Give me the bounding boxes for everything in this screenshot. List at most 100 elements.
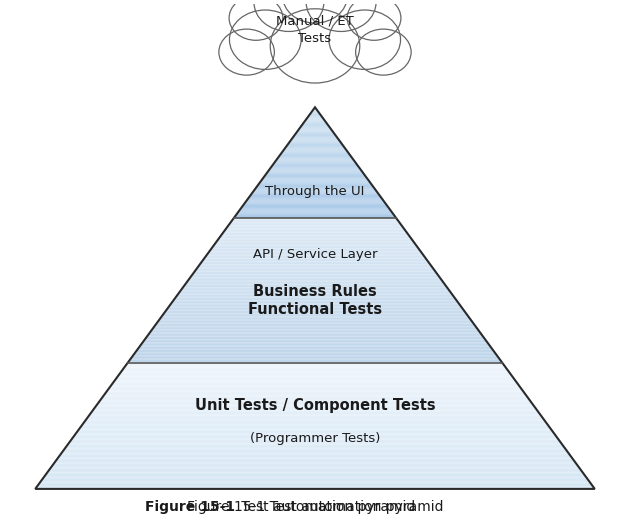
Polygon shape [122,370,508,372]
Polygon shape [73,436,557,437]
Polygon shape [246,200,384,202]
Polygon shape [268,170,362,171]
Polygon shape [118,374,512,375]
Polygon shape [192,275,438,276]
Polygon shape [75,433,555,434]
Circle shape [283,0,347,23]
Polygon shape [238,212,392,213]
Text: Unit Tests / Component Tests: Unit Tests / Component Tests [195,398,435,412]
Polygon shape [251,194,379,195]
Polygon shape [102,397,528,398]
Polygon shape [42,479,588,480]
Polygon shape [182,288,448,289]
Polygon shape [296,132,334,133]
Polygon shape [134,353,496,354]
Polygon shape [79,428,551,430]
Text: API / Service Layer: API / Service Layer [253,248,377,261]
Polygon shape [154,325,476,326]
Polygon shape [76,432,554,433]
Polygon shape [226,228,404,230]
Polygon shape [281,153,349,154]
Text: Figure 15-1: Figure 15-1 [146,500,236,514]
Polygon shape [127,363,503,364]
Polygon shape [295,134,335,135]
Polygon shape [142,341,488,342]
Polygon shape [62,451,568,452]
Polygon shape [67,445,563,446]
Polygon shape [36,486,594,488]
Polygon shape [35,488,595,489]
Polygon shape [293,136,337,137]
Polygon shape [218,238,412,240]
Polygon shape [270,168,360,169]
Text: Figure 15-1 Test automation pyramid: Figure 15-1 Test automation pyramid [186,500,444,514]
Polygon shape [303,123,327,124]
Polygon shape [209,252,421,253]
Polygon shape [307,117,323,118]
Polygon shape [247,199,383,200]
Polygon shape [71,440,559,441]
Polygon shape [229,223,401,224]
Polygon shape [290,139,340,140]
Polygon shape [156,324,474,325]
Polygon shape [145,338,485,340]
Polygon shape [223,231,407,233]
Polygon shape [106,391,524,393]
Polygon shape [176,294,454,296]
Polygon shape [128,361,502,363]
Polygon shape [176,296,454,298]
Polygon shape [292,137,338,138]
Polygon shape [151,330,479,331]
Polygon shape [118,375,512,376]
Polygon shape [197,267,433,269]
Polygon shape [282,150,348,151]
Polygon shape [54,462,576,464]
Polygon shape [57,458,573,460]
Polygon shape [136,350,494,351]
Polygon shape [110,385,520,387]
Polygon shape [294,135,336,136]
Polygon shape [251,193,379,194]
Polygon shape [91,412,539,413]
Polygon shape [301,125,329,126]
Polygon shape [250,195,380,196]
Polygon shape [60,453,570,455]
Polygon shape [289,141,341,143]
Polygon shape [257,185,373,186]
Polygon shape [99,400,531,402]
Polygon shape [312,111,318,112]
Polygon shape [74,434,556,436]
Polygon shape [267,171,363,173]
Polygon shape [137,348,493,350]
Polygon shape [188,279,442,280]
Polygon shape [135,351,495,353]
Polygon shape [249,196,381,197]
Polygon shape [193,271,437,273]
Circle shape [254,0,324,31]
Polygon shape [120,372,510,373]
Polygon shape [163,313,467,315]
Polygon shape [159,318,471,319]
Polygon shape [122,369,508,370]
Polygon shape [199,265,431,266]
Polygon shape [299,127,331,128]
Polygon shape [234,216,396,217]
Polygon shape [43,476,587,477]
Polygon shape [273,163,357,164]
Polygon shape [98,402,532,403]
Polygon shape [284,148,346,149]
Polygon shape [219,237,411,238]
Polygon shape [104,394,526,396]
Polygon shape [96,404,534,406]
Polygon shape [307,116,323,117]
Polygon shape [278,157,352,158]
Polygon shape [94,407,536,408]
Polygon shape [126,364,504,365]
Polygon shape [237,213,393,214]
Polygon shape [37,485,593,486]
Polygon shape [272,165,358,166]
Polygon shape [71,439,559,440]
Polygon shape [184,285,446,286]
Polygon shape [77,431,553,432]
Polygon shape [312,110,318,111]
